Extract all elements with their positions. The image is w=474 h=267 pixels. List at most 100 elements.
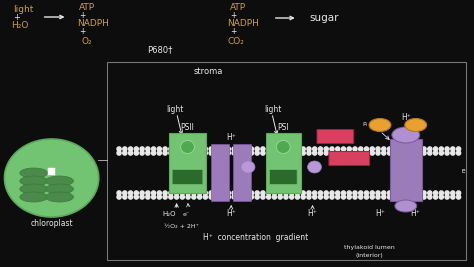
Circle shape [341,151,346,155]
Circle shape [209,151,213,155]
Circle shape [341,147,346,151]
Ellipse shape [46,176,73,186]
Circle shape [266,147,271,151]
Circle shape [261,151,265,155]
Circle shape [152,195,155,199]
Circle shape [451,147,455,151]
Text: ATP: ATP [79,3,95,13]
Bar [169,133,206,193]
Circle shape [353,151,357,155]
Circle shape [249,195,254,199]
Circle shape [387,151,392,155]
Ellipse shape [395,200,417,212]
Ellipse shape [369,119,391,132]
Circle shape [324,195,328,199]
Circle shape [203,191,208,195]
Text: H⁺  concentration  gradient: H⁺ concentration gradient [203,233,309,241]
Circle shape [174,147,179,151]
Circle shape [157,195,162,199]
Circle shape [330,147,334,151]
Circle shape [215,195,219,199]
Text: ATP
synthase: ATP synthase [435,162,466,175]
Circle shape [295,147,300,151]
Circle shape [405,147,409,151]
Circle shape [295,195,300,199]
Circle shape [146,191,150,195]
Circle shape [220,147,225,151]
Circle shape [445,147,449,151]
Circle shape [422,147,426,151]
Ellipse shape [241,161,255,173]
Circle shape [336,147,340,151]
Circle shape [146,151,150,155]
Circle shape [422,151,426,155]
Circle shape [186,195,190,199]
Circle shape [273,191,276,195]
Text: H₂O: H₂O [11,22,28,30]
Text: +: + [230,28,237,37]
Circle shape [433,195,438,199]
Circle shape [220,191,225,195]
Text: light: light [13,5,33,14]
Circle shape [365,147,369,151]
Circle shape [313,191,317,195]
Circle shape [451,191,455,195]
Circle shape [180,147,184,151]
Circle shape [163,151,167,155]
Circle shape [290,151,294,155]
Circle shape [266,191,271,195]
Circle shape [209,195,213,199]
Circle shape [313,195,317,199]
Circle shape [410,195,415,199]
Text: H⁺: H⁺ [268,134,278,143]
Circle shape [203,195,208,199]
Circle shape [359,191,363,195]
Circle shape [123,191,127,195]
Circle shape [209,191,213,195]
Circle shape [439,151,443,155]
Circle shape [255,191,259,195]
Bar [233,144,251,201]
Circle shape [186,151,190,155]
Circle shape [220,151,225,155]
Circle shape [203,151,208,155]
Circle shape [152,147,155,151]
Text: +: + [79,11,86,21]
Circle shape [410,151,415,155]
Circle shape [273,151,276,155]
Circle shape [439,191,443,195]
Text: light: light [167,105,184,115]
Circle shape [140,191,144,195]
Circle shape [393,151,397,155]
Text: CO₂: CO₂ [227,37,244,45]
Circle shape [359,195,363,199]
Circle shape [336,191,340,195]
Circle shape [301,191,305,195]
Circle shape [319,195,322,199]
Ellipse shape [46,184,73,194]
FancyBboxPatch shape [269,170,297,184]
Circle shape [405,151,409,155]
Circle shape [399,191,403,195]
Circle shape [313,147,317,151]
Circle shape [359,151,363,155]
Circle shape [422,195,426,199]
Circle shape [324,151,328,155]
Ellipse shape [20,168,47,178]
Text: ATP: ATP [410,123,421,128]
Circle shape [134,151,138,155]
Circle shape [416,151,420,155]
Bar [107,62,466,260]
Circle shape [192,147,196,151]
Circle shape [307,151,311,155]
Circle shape [128,191,133,195]
Circle shape [266,195,271,199]
Circle shape [266,151,271,155]
Circle shape [284,191,288,195]
Circle shape [445,195,449,199]
Circle shape [451,195,455,199]
Text: P680†: P680† [147,45,172,54]
Text: H₂O: H₂O [163,211,176,217]
Text: thylakoid lumen: thylakoid lumen [344,245,394,250]
Text: +: + [13,13,20,22]
